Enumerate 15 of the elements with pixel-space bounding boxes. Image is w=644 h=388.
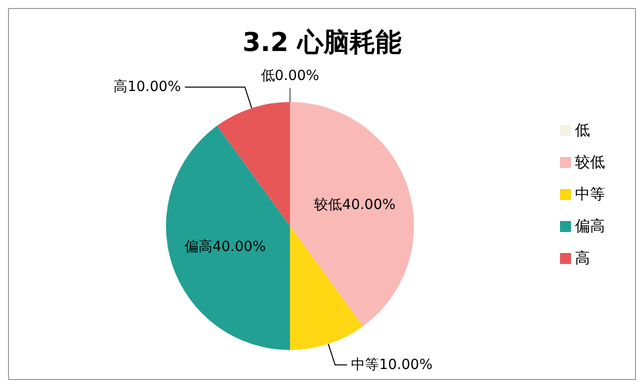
legend-label: 较低 [575,153,605,171]
category-label: 低0.00% [260,68,320,84]
chart-title: 3.2 心脑耗能 [241,27,403,60]
pie-slice [290,102,414,326]
category-label: 偏高40.00% [184,239,266,256]
legend-label: 中等 [575,185,605,203]
category-label: 较低40.00% [314,196,396,213]
legend-label: 偏高 [575,217,605,235]
category-label: 高10.00% [113,79,181,96]
pie-slice [166,126,290,350]
legend-label: 低 [575,121,590,139]
category-label: 中等10.00% [351,356,433,373]
pie-slice [290,226,363,350]
legend-label: 高 [575,249,590,267]
pie-slice [217,102,290,226]
